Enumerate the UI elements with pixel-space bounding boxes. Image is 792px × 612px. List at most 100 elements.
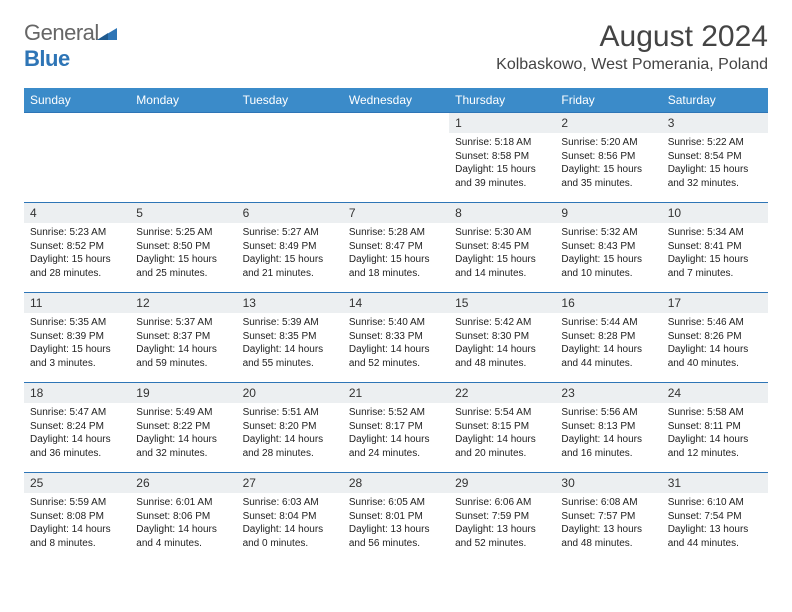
- day-cell: 16Sunrise: 5:44 AMSunset: 8:28 PMDayligh…: [555, 293, 661, 383]
- day-number: 21: [343, 383, 449, 403]
- calendar-body: 1Sunrise: 5:18 AMSunset: 8:58 PMDaylight…: [24, 113, 768, 563]
- empty-day-cell: [343, 113, 449, 203]
- day-info: Sunrise: 5:39 AMSunset: 8:35 PMDaylight:…: [237, 313, 343, 374]
- weekday-header: Monday: [130, 88, 236, 113]
- day-number: 12: [130, 293, 236, 313]
- day-info: Sunrise: 6:08 AMSunset: 7:57 PMDaylight:…: [555, 493, 661, 554]
- day-info: Sunrise: 5:35 AMSunset: 8:39 PMDaylight:…: [24, 313, 130, 374]
- day-number: 30: [555, 473, 661, 493]
- day-info: Sunrise: 5:52 AMSunset: 8:17 PMDaylight:…: [343, 403, 449, 464]
- day-number: 20: [237, 383, 343, 403]
- day-cell: 29Sunrise: 6:06 AMSunset: 7:59 PMDayligh…: [449, 473, 555, 563]
- day-number: 22: [449, 383, 555, 403]
- day-info: Sunrise: 6:03 AMSunset: 8:04 PMDaylight:…: [237, 493, 343, 554]
- logo-triangle-icon: [97, 20, 117, 46]
- day-number: 10: [662, 203, 768, 223]
- day-number: 9: [555, 203, 661, 223]
- day-info: Sunrise: 5:22 AMSunset: 8:54 PMDaylight:…: [662, 133, 768, 194]
- day-info: Sunrise: 6:06 AMSunset: 7:59 PMDaylight:…: [449, 493, 555, 554]
- day-number: 14: [343, 293, 449, 313]
- logo-text-blue: Blue: [24, 46, 70, 71]
- logo: GeneralBlue: [24, 20, 117, 72]
- day-cell: 31Sunrise: 6:10 AMSunset: 7:54 PMDayligh…: [662, 473, 768, 563]
- month-title: August 2024: [496, 20, 768, 54]
- day-info: Sunrise: 5:46 AMSunset: 8:26 PMDaylight:…: [662, 313, 768, 374]
- weekday-header: Sunday: [24, 88, 130, 113]
- empty-day-cell: [130, 113, 236, 203]
- day-cell: 15Sunrise: 5:42 AMSunset: 8:30 PMDayligh…: [449, 293, 555, 383]
- day-info: Sunrise: 6:10 AMSunset: 7:54 PMDaylight:…: [662, 493, 768, 554]
- title-block: August 2024 Kolbaskowo, West Pomerania, …: [496, 20, 768, 74]
- day-number: 7: [343, 203, 449, 223]
- day-number: 4: [24, 203, 130, 223]
- day-number: 2: [555, 113, 661, 133]
- day-info: Sunrise: 5:37 AMSunset: 8:37 PMDaylight:…: [130, 313, 236, 374]
- day-number: 28: [343, 473, 449, 493]
- day-number: 26: [130, 473, 236, 493]
- day-number: 24: [662, 383, 768, 403]
- day-info: Sunrise: 5:44 AMSunset: 8:28 PMDaylight:…: [555, 313, 661, 374]
- day-cell: 8Sunrise: 5:30 AMSunset: 8:45 PMDaylight…: [449, 203, 555, 293]
- day-info: Sunrise: 5:49 AMSunset: 8:22 PMDaylight:…: [130, 403, 236, 464]
- calendar-week-row: 4Sunrise: 5:23 AMSunset: 8:52 PMDaylight…: [24, 203, 768, 293]
- calendar-week-row: 18Sunrise: 5:47 AMSunset: 8:24 PMDayligh…: [24, 383, 768, 473]
- day-cell: 11Sunrise: 5:35 AMSunset: 8:39 PMDayligh…: [24, 293, 130, 383]
- logo-text-general: General: [24, 20, 99, 45]
- day-cell: 24Sunrise: 5:58 AMSunset: 8:11 PMDayligh…: [662, 383, 768, 473]
- day-cell: 23Sunrise: 5:56 AMSunset: 8:13 PMDayligh…: [555, 383, 661, 473]
- day-number: 19: [130, 383, 236, 403]
- day-cell: 19Sunrise: 5:49 AMSunset: 8:22 PMDayligh…: [130, 383, 236, 473]
- location: Kolbaskowo, West Pomerania, Poland: [496, 56, 768, 74]
- day-cell: 14Sunrise: 5:40 AMSunset: 8:33 PMDayligh…: [343, 293, 449, 383]
- day-cell: 3Sunrise: 5:22 AMSunset: 8:54 PMDaylight…: [662, 113, 768, 203]
- day-number: 25: [24, 473, 130, 493]
- day-cell: 18Sunrise: 5:47 AMSunset: 8:24 PMDayligh…: [24, 383, 130, 473]
- logo-text: GeneralBlue: [24, 20, 117, 72]
- day-cell: 25Sunrise: 5:59 AMSunset: 8:08 PMDayligh…: [24, 473, 130, 563]
- day-cell: 1Sunrise: 5:18 AMSunset: 8:58 PMDaylight…: [449, 113, 555, 203]
- day-info: Sunrise: 5:59 AMSunset: 8:08 PMDaylight:…: [24, 493, 130, 554]
- day-number: 29: [449, 473, 555, 493]
- day-cell: 30Sunrise: 6:08 AMSunset: 7:57 PMDayligh…: [555, 473, 661, 563]
- day-number: 5: [130, 203, 236, 223]
- day-cell: 20Sunrise: 5:51 AMSunset: 8:20 PMDayligh…: [237, 383, 343, 473]
- weekday-header: Wednesday: [343, 88, 449, 113]
- day-cell: 27Sunrise: 6:03 AMSunset: 8:04 PMDayligh…: [237, 473, 343, 563]
- day-info: Sunrise: 6:01 AMSunset: 8:06 PMDaylight:…: [130, 493, 236, 554]
- day-cell: 13Sunrise: 5:39 AMSunset: 8:35 PMDayligh…: [237, 293, 343, 383]
- day-info: Sunrise: 5:42 AMSunset: 8:30 PMDaylight:…: [449, 313, 555, 374]
- day-cell: 21Sunrise: 5:52 AMSunset: 8:17 PMDayligh…: [343, 383, 449, 473]
- day-info: Sunrise: 5:30 AMSunset: 8:45 PMDaylight:…: [449, 223, 555, 284]
- calendar-week-row: 1Sunrise: 5:18 AMSunset: 8:58 PMDaylight…: [24, 113, 768, 203]
- header: GeneralBlue August 2024 Kolbaskowo, West…: [24, 20, 768, 74]
- day-info: Sunrise: 5:25 AMSunset: 8:50 PMDaylight:…: [130, 223, 236, 284]
- day-info: Sunrise: 5:27 AMSunset: 8:49 PMDaylight:…: [237, 223, 343, 284]
- day-cell: 4Sunrise: 5:23 AMSunset: 8:52 PMDaylight…: [24, 203, 130, 293]
- weekday-header: Tuesday: [237, 88, 343, 113]
- day-info: Sunrise: 5:34 AMSunset: 8:41 PMDaylight:…: [662, 223, 768, 284]
- day-number: 23: [555, 383, 661, 403]
- day-number: 6: [237, 203, 343, 223]
- day-number: 31: [662, 473, 768, 493]
- day-number: 16: [555, 293, 661, 313]
- calendar-table: SundayMondayTuesdayWednesdayThursdayFrid…: [24, 88, 768, 563]
- day-info: Sunrise: 5:58 AMSunset: 8:11 PMDaylight:…: [662, 403, 768, 464]
- weekday-header: Saturday: [662, 88, 768, 113]
- day-cell: 17Sunrise: 5:46 AMSunset: 8:26 PMDayligh…: [662, 293, 768, 383]
- day-number: 15: [449, 293, 555, 313]
- day-number: 17: [662, 293, 768, 313]
- day-info: Sunrise: 5:20 AMSunset: 8:56 PMDaylight:…: [555, 133, 661, 194]
- day-number: 11: [24, 293, 130, 313]
- day-number: 18: [24, 383, 130, 403]
- day-info: Sunrise: 5:47 AMSunset: 8:24 PMDaylight:…: [24, 403, 130, 464]
- day-cell: 9Sunrise: 5:32 AMSunset: 8:43 PMDaylight…: [555, 203, 661, 293]
- day-info: Sunrise: 5:32 AMSunset: 8:43 PMDaylight:…: [555, 223, 661, 284]
- empty-day-cell: [237, 113, 343, 203]
- day-info: Sunrise: 5:28 AMSunset: 8:47 PMDaylight:…: [343, 223, 449, 284]
- day-number: 13: [237, 293, 343, 313]
- day-info: Sunrise: 6:05 AMSunset: 8:01 PMDaylight:…: [343, 493, 449, 554]
- day-cell: 2Sunrise: 5:20 AMSunset: 8:56 PMDaylight…: [555, 113, 661, 203]
- day-cell: 12Sunrise: 5:37 AMSunset: 8:37 PMDayligh…: [130, 293, 236, 383]
- day-number: 3: [662, 113, 768, 133]
- day-info: Sunrise: 5:54 AMSunset: 8:15 PMDaylight:…: [449, 403, 555, 464]
